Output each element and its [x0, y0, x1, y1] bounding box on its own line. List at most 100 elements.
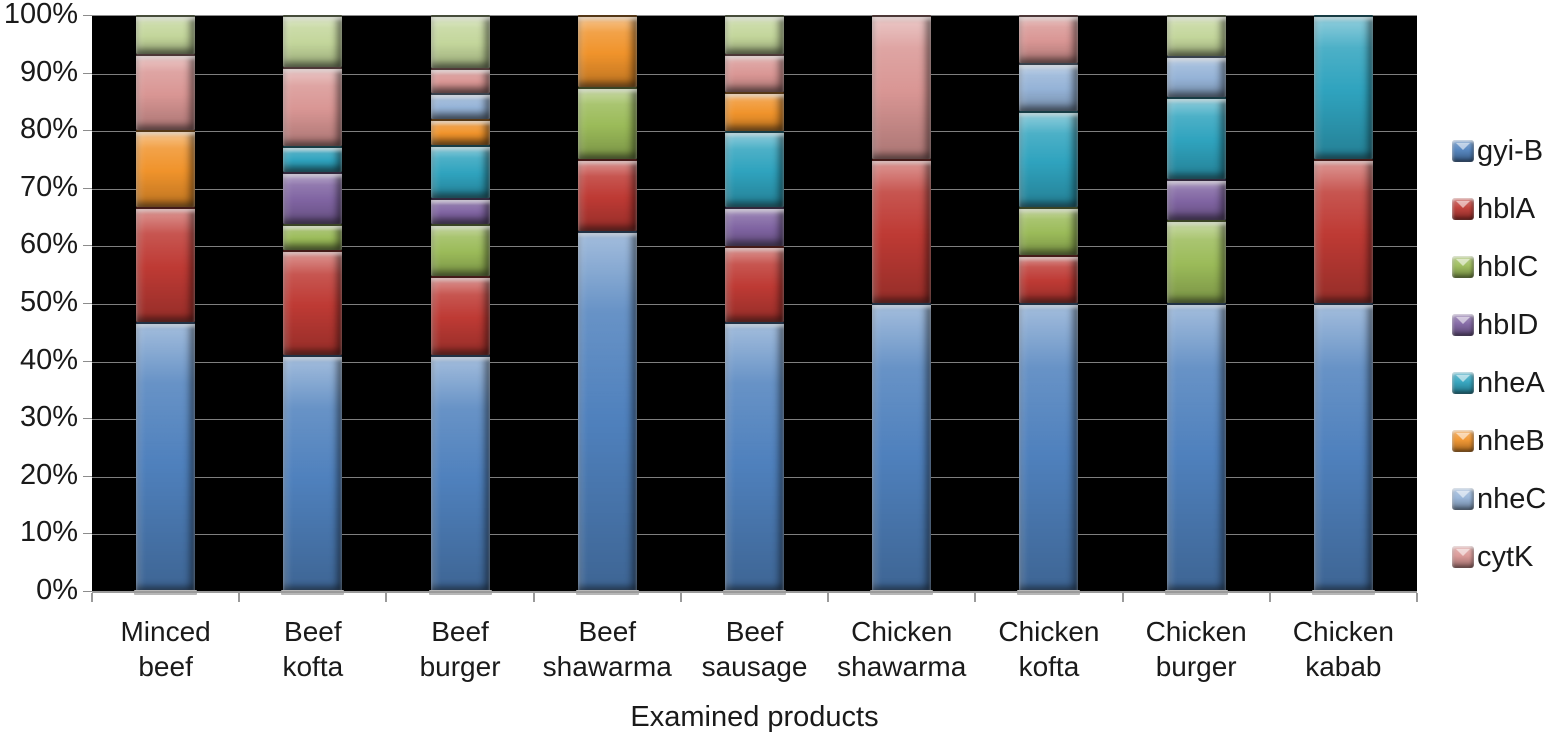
- legend-label: hbIC: [1477, 251, 1539, 283]
- bar-segment-nheB: [725, 92, 784, 131]
- x-axis-category-label: Chicken shawarma: [837, 616, 967, 682]
- y-axis-tick: [83, 187, 92, 189]
- bar-segment-nheB: [430, 119, 490, 146]
- legend-item-nheC: nheC: [1452, 484, 1546, 514]
- y-axis-tick: [83, 360, 92, 362]
- bar-segment-cytK: [136, 53, 196, 131]
- legend-color-swatch-icon: [1452, 198, 1474, 220]
- legend-color-swatch-icon: [1452, 488, 1474, 510]
- x-axis-tick: [1121, 593, 1124, 602]
- bar-segment-hbIC: [430, 223, 490, 277]
- bar-segment-hbIC: [283, 224, 343, 251]
- bar-segment-nheC: [1166, 55, 1226, 97]
- y-axis-label: 80%: [19, 113, 78, 146]
- bar-segment-hblA: [1313, 159, 1373, 303]
- bar-segment-hbIC: [1019, 207, 1079, 255]
- bar-segment-nheA: [1019, 110, 1079, 207]
- legend-item-cytK: cytK: [1452, 542, 1546, 572]
- x-axis-tick: [91, 593, 93, 602]
- bar-segment-unlabeled: [1166, 15, 1226, 56]
- legend-item-gyi-B: gyi-B: [1452, 136, 1546, 166]
- y-axis-label: 40%: [19, 343, 78, 376]
- bar-segment-gyi-B: [725, 322, 784, 591]
- bar-segment-gyi-B: [136, 322, 196, 591]
- x-axis-tick: [827, 593, 830, 602]
- x-axis-category-label: Chicken kabab: [1292, 616, 1394, 682]
- bar-segment-hblA: [136, 206, 196, 322]
- y-axis-tick: [83, 15, 92, 16]
- x-axis-tick: [238, 593, 241, 602]
- bar-segment-gyi-B: [577, 231, 637, 591]
- legend-color-swatch-icon: [1452, 256, 1474, 278]
- bar-segment-nheA: [283, 145, 343, 172]
- x-axis-category-label: Beef burger: [419, 616, 501, 682]
- y-axis-label: 90%: [19, 55, 78, 88]
- bar-segment-nheC: [430, 93, 490, 120]
- bar-segment-hblA: [283, 250, 343, 356]
- bar-segment-cytK: [725, 53, 784, 93]
- bar-segment-cytK: [872, 15, 932, 159]
- bar-segment-hbIC: [577, 87, 637, 159]
- bar-segment-gyi-B: [872, 303, 932, 591]
- bar-segment-hbID: [430, 197, 490, 224]
- legend-color-swatch-icon: [1452, 546, 1474, 568]
- x-axis-line: [92, 591, 1417, 593]
- y-axis-tick: [83, 475, 92, 477]
- y-axis-tick: [83, 72, 92, 74]
- legend-color-swatch-icon: [1452, 372, 1474, 394]
- bar-segment-gyi-B: [1166, 302, 1226, 591]
- legend-color-swatch-icon: [1452, 140, 1474, 162]
- bar-segment-cytK: [283, 67, 343, 146]
- bar-segment-hblA: [872, 159, 932, 303]
- x-axis-category-label: Beef kofta: [282, 616, 344, 682]
- bar-segment-gyi-B: [1313, 303, 1373, 591]
- bar-segment-hbID: [1166, 179, 1226, 221]
- bar-segment-unlabeled: [283, 15, 343, 68]
- bar-segment-nheA: [1313, 15, 1373, 159]
- y-axis-label: 60%: [19, 228, 78, 261]
- y-axis-tick: [83, 245, 92, 247]
- bar-segment-nheA: [725, 130, 784, 208]
- bar-segment-unlabeled: [725, 15, 784, 54]
- legend-label: hbID: [1477, 309, 1539, 341]
- y-axis-label: 100%: [3, 0, 78, 30]
- y-axis-tick: [83, 418, 92, 420]
- bar-segment-nheA: [430, 145, 490, 198]
- legend-color-swatch-icon: [1452, 430, 1474, 452]
- y-axis-label: 70%: [19, 170, 78, 203]
- x-axis-title: Examined products: [630, 701, 879, 733]
- bar-segment-gyi-B: [1019, 302, 1079, 591]
- x-axis-category-label: Chicken burger: [1145, 616, 1247, 682]
- bar-segment-cytK: [1019, 15, 1079, 63]
- bar-segment-nheB: [136, 130, 196, 207]
- bar-segment-unlabeled: [430, 15, 490, 68]
- legend: gyi-B hblA hbIC hbID nheA nheB nheC cytK: [1452, 136, 1546, 600]
- y-axis-label: 30%: [19, 401, 78, 434]
- bar-segment-nheB: [577, 15, 637, 87]
- x-axis-tick: [1268, 593, 1271, 602]
- legend-label: nheB: [1477, 425, 1545, 457]
- bar-segment-gyi-B: [283, 355, 343, 591]
- y-axis-label: 10%: [19, 516, 78, 549]
- bar-segment-cytK: [430, 67, 490, 94]
- bar-segment-hbIC: [1166, 220, 1226, 303]
- bar-segment-hblA: [1019, 254, 1079, 303]
- x-axis-tick: [385, 593, 388, 602]
- x-axis-tick: [974, 593, 977, 602]
- legend-label: hblA: [1477, 193, 1536, 225]
- x-axis-category-label: Chicken kofta: [998, 616, 1100, 682]
- legend-item-hblA: hblA: [1452, 194, 1546, 224]
- x-axis-category-label: Minced beef: [120, 616, 211, 682]
- y-axis-tick: [83, 533, 92, 535]
- legend-color-swatch-icon: [1452, 314, 1474, 336]
- legend-label: nheA: [1477, 367, 1545, 399]
- y-axis-label: 20%: [19, 458, 78, 491]
- x-axis-tick: [532, 593, 535, 602]
- x-axis-tick: [1416, 593, 1418, 602]
- y-axis-tick: [83, 130, 92, 132]
- bar-segment-hblA: [725, 245, 784, 323]
- bar-segment-nheA: [1166, 96, 1226, 180]
- y-axis-label: 50%: [19, 286, 78, 318]
- legend-item-hbIC: hbIC: [1452, 252, 1546, 282]
